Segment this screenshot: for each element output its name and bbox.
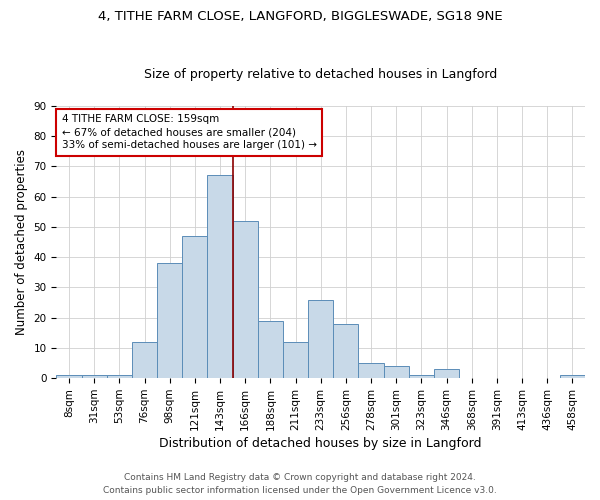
- Bar: [56, 375, 82, 378]
- Bar: [157, 263, 182, 378]
- Bar: [283, 342, 308, 378]
- Bar: [358, 363, 383, 378]
- Bar: [308, 300, 333, 378]
- Bar: [208, 176, 233, 378]
- Bar: [383, 366, 409, 378]
- Title: Size of property relative to detached houses in Langford: Size of property relative to detached ho…: [144, 68, 497, 81]
- Bar: [434, 369, 459, 378]
- X-axis label: Distribution of detached houses by size in Langford: Distribution of detached houses by size …: [160, 437, 482, 450]
- Bar: [107, 375, 132, 378]
- Text: 4, TITHE FARM CLOSE, LANGFORD, BIGGLESWADE, SG18 9NE: 4, TITHE FARM CLOSE, LANGFORD, BIGGLESWA…: [98, 10, 502, 23]
- Text: 4 TITHE FARM CLOSE: 159sqm
← 67% of detached houses are smaller (204)
33% of sem: 4 TITHE FARM CLOSE: 159sqm ← 67% of deta…: [62, 114, 317, 150]
- Bar: [258, 320, 283, 378]
- Text: Contains HM Land Registry data © Crown copyright and database right 2024.
Contai: Contains HM Land Registry data © Crown c…: [103, 474, 497, 495]
- Y-axis label: Number of detached properties: Number of detached properties: [15, 149, 28, 335]
- Bar: [409, 375, 434, 378]
- Bar: [182, 236, 208, 378]
- Bar: [233, 221, 258, 378]
- Bar: [132, 342, 157, 378]
- Bar: [560, 375, 585, 378]
- Bar: [333, 324, 358, 378]
- Bar: [82, 375, 107, 378]
